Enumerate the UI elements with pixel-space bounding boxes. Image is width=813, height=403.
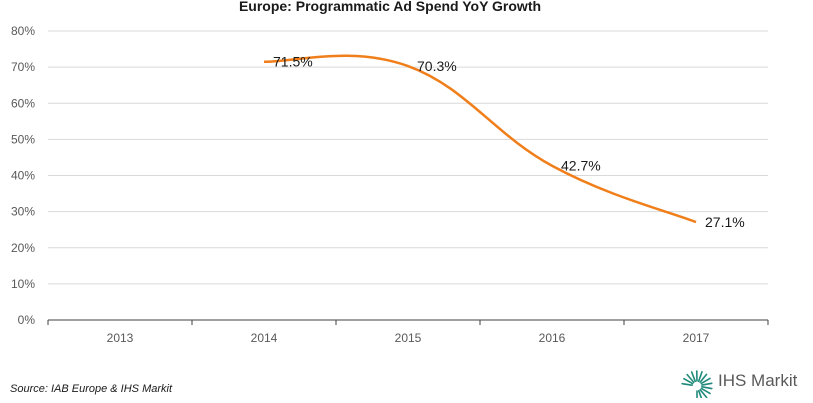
ihs-markit-logo-icon (681, 370, 713, 398)
y-tick-label: 10% (11, 277, 35, 291)
logo-ray (701, 386, 713, 390)
data-label: 27.1% (705, 214, 745, 230)
y-tick-label: 30% (11, 205, 35, 219)
y-tick-label: 0% (18, 313, 36, 327)
grid-lines (48, 30, 768, 285)
logo-ray (697, 371, 703, 383)
x-tick-label: 2014 (251, 331, 278, 345)
data-point (407, 65, 409, 67)
logo-ray (699, 373, 708, 383)
x-tick-label: 2015 (395, 331, 422, 345)
logo-ray (686, 373, 695, 384)
x-tick-label: 2017 (683, 331, 710, 345)
logo-ray (699, 389, 708, 398)
y-tick-label: 20% (11, 241, 35, 255)
logo-ray (700, 387, 711, 395)
data-label: 42.7% (561, 158, 601, 174)
logo-text: IHS Markit (718, 371, 798, 390)
chart-title: Europe: Programmatic Ad Spend YoY Growth (239, 0, 541, 14)
data-point (263, 61, 265, 63)
logo-ray (700, 377, 711, 385)
data-point (695, 221, 697, 223)
series-line (263, 54, 697, 224)
source-note: Source: IAB Europe & IHS Markit (10, 383, 173, 395)
logo-ray (683, 377, 694, 385)
y-tick-label: 60% (11, 96, 35, 110)
y-tick-label: 50% (11, 132, 35, 146)
logo-ray (697, 389, 703, 398)
logo-ray (701, 382, 713, 386)
y-axis: 0% 10% 20% 30% 40% 50% 60% 70% 80% (11, 24, 35, 327)
data-label: 71.5% (273, 54, 313, 70)
y-tick-label: 70% (11, 60, 35, 74)
data-point (551, 165, 553, 167)
series-layer (263, 54, 697, 224)
ihs-markit-logo: IHS Markit (680, 364, 797, 398)
x-tick-label: 2013 (107, 331, 134, 345)
x-tick-label: 2016 (539, 331, 566, 345)
logo-ray (681, 382, 693, 387)
logo-ray (690, 371, 697, 383)
data-labels: 71.5% 70.3% 42.7% 27.1% (273, 54, 745, 230)
y-tick-label: 80% (11, 24, 35, 38)
y-tick-label: 40% (11, 169, 35, 183)
x-axis: 2013 2014 2015 2016 2017 (47, 319, 769, 345)
data-label: 70.3% (417, 58, 457, 74)
